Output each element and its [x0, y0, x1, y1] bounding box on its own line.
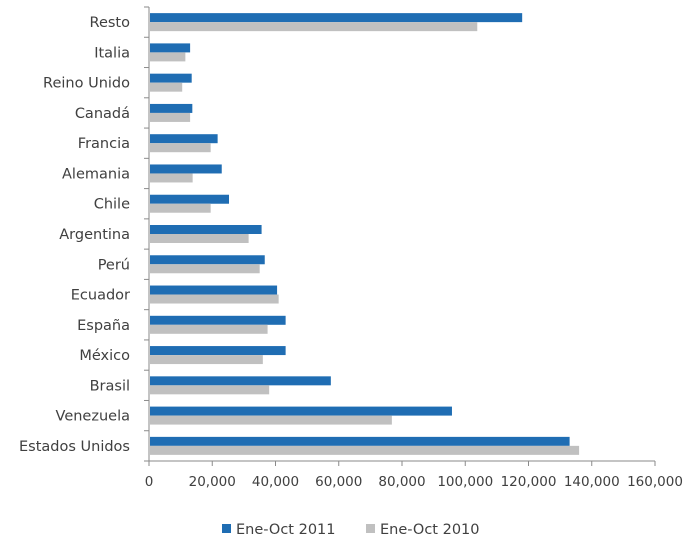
x-tick-label: 80,000: [378, 474, 425, 490]
bar-estados-unidos-2011: [150, 436, 570, 446]
bar-ecuador-2010: [150, 294, 279, 304]
category-label-resto: Resto: [90, 15, 131, 31]
x-tick-label: 140,000: [564, 474, 620, 490]
bar-venezuela-2011: [150, 406, 452, 416]
bar-peru-2011: [150, 255, 265, 265]
bar-alemania-2011: [150, 164, 222, 174]
legend-swatch-2011: [222, 524, 231, 533]
category-label-estados-unidos: Estados Unidos: [19, 439, 130, 455]
bars-group: [150, 13, 580, 455]
category-label-alemania: Alemania: [62, 166, 130, 182]
bar-italia-2011: [150, 43, 191, 53]
bar-estados-unidos-2010: [150, 445, 580, 455]
bar-argentina-2010: [150, 234, 249, 243]
category-label-mexico: México: [79, 348, 130, 364]
category-label-ecuador: Ecuador: [71, 288, 130, 304]
bar-resto-2011: [150, 13, 523, 23]
x-tick-label: 40,000: [252, 474, 299, 490]
bar-mexico-2010: [150, 355, 263, 365]
bar-brasil-2011: [150, 376, 331, 386]
category-label-brasil: Brasil: [90, 378, 130, 394]
legend: Ene-Oct 2011 Ene-Oct 2010: [222, 522, 480, 538]
x-tick-labels: 0 20,000 40,000 60,000 80,000 100,000 120,000 1…: [145, 474, 683, 490]
x-tick-label: 120,000: [501, 474, 557, 490]
x-tick-label: 60,000: [315, 474, 362, 490]
category-label-francia: Francia: [78, 136, 130, 152]
bar-chile-2011: [150, 194, 230, 204]
bar-francia-2011: [150, 134, 218, 144]
x-tick-label: 100,000: [437, 474, 493, 490]
legend-label-2010: Ene-Oct 2010: [380, 522, 480, 538]
bar-resto-2010: [150, 22, 478, 32]
bar-brasil-2010: [150, 385, 270, 395]
bar-venezuela-2010: [150, 415, 392, 425]
category-labels: Resto Italia Reino Unido Canadá Francia Alema…: [19, 15, 130, 455]
category-label-espana: España: [77, 318, 130, 334]
category-label-italia: Italia: [94, 45, 130, 61]
category-label-peru: Perú: [98, 257, 130, 273]
bar-espana-2010: [150, 324, 268, 334]
bar-canada-2011: [150, 103, 193, 113]
bar-canada-2010: [150, 112, 191, 122]
bar-chile-2010: [150, 203, 211, 213]
category-label-venezuela: Venezuela: [56, 409, 130, 425]
legend-swatch-2010: [366, 524, 375, 533]
x-tick-label: 0: [145, 474, 154, 490]
bar-espana-2011: [150, 315, 286, 325]
bar-alemania-2010: [150, 173, 193, 183]
bar-peru-2010: [150, 264, 260, 274]
category-label-canada: Canadá: [75, 106, 130, 122]
legend-label-2011: Ene-Oct 2011: [236, 522, 336, 538]
category-label-argentina: Argentina: [59, 227, 130, 243]
bar-ecuador-2011: [150, 285, 278, 295]
bar-argentina-2011: [150, 225, 262, 234]
bar-francia-2010: [150, 143, 211, 153]
axes-group: [144, 6, 656, 466]
x-tick-label: 20,000: [189, 474, 236, 490]
bar-italia-2010: [150, 52, 186, 62]
x-tick-label: 160,000: [627, 474, 683, 490]
bar-mexico-2011: [150, 346, 286, 356]
category-label-reino-unido: Reino Unido: [43, 76, 130, 92]
bar-reino-unido-2010: [150, 82, 183, 92]
bar-reino-unido-2011: [150, 73, 192, 83]
category-label-chile: Chile: [94, 197, 130, 213]
